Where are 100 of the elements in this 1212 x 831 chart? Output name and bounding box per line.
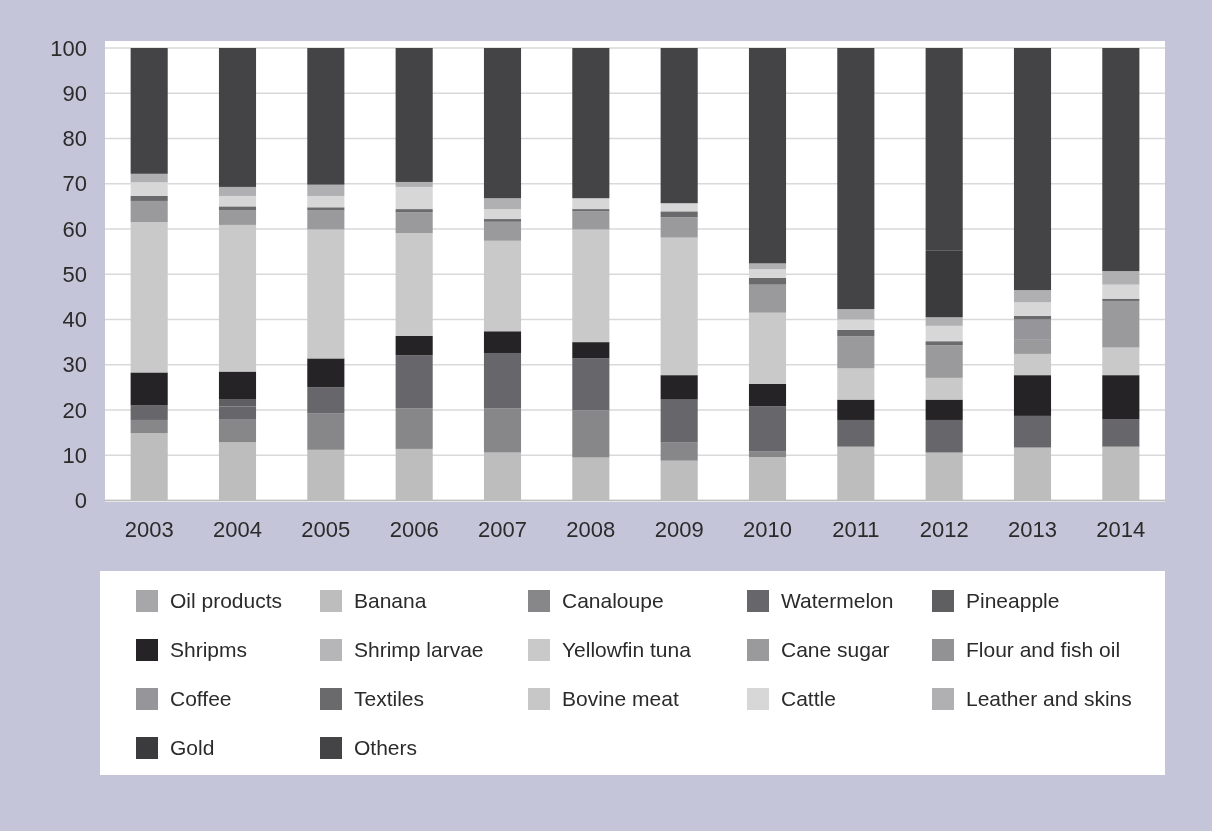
legend-label: Flour and fish oil — [966, 638, 1121, 662]
bar — [395, 181, 433, 187]
bar — [660, 48, 698, 204]
bar — [1102, 284, 1140, 299]
y-tick-label: 30 — [62, 352, 87, 378]
bar — [572, 198, 610, 210]
x-tick-label: 2013 — [1008, 516, 1057, 542]
bar — [748, 406, 787, 452]
legend-label: Cane sugar — [781, 638, 890, 662]
x-tick-label: 2003 — [124, 516, 174, 542]
bar — [483, 48, 522, 199]
bar — [130, 173, 168, 183]
bar — [572, 410, 610, 458]
bar — [307, 358, 345, 388]
y-tick-label: 0 — [74, 488, 87, 514]
bar — [395, 355, 433, 409]
bar — [218, 371, 257, 400]
legend-label: Pineapple — [966, 589, 1060, 613]
bar — [925, 377, 963, 400]
y-tick-label: 40 — [62, 307, 87, 333]
x-tick-label: 2012 — [919, 516, 969, 542]
bar — [572, 211, 610, 230]
bar — [395, 212, 433, 234]
bar — [483, 240, 522, 332]
bar — [395, 408, 433, 449]
bar — [1013, 48, 1052, 291]
bar — [1102, 300, 1140, 348]
bar — [837, 368, 875, 400]
bar — [1102, 271, 1140, 285]
bar — [395, 335, 433, 356]
legend-label: Oil products — [170, 589, 283, 613]
bar — [837, 319, 875, 330]
bar — [1013, 302, 1052, 316]
bar — [1102, 48, 1140, 272]
y-tick-label: 50 — [62, 261, 87, 287]
bar — [925, 317, 963, 326]
bar — [307, 210, 345, 230]
legend-label: Textiles — [354, 687, 425, 711]
bar — [218, 224, 257, 372]
bar — [660, 442, 698, 461]
legend-label: Cattle — [781, 687, 836, 711]
bar — [748, 48, 787, 264]
bar — [925, 345, 963, 378]
bar — [1013, 353, 1052, 376]
bar — [395, 48, 433, 182]
bar — [218, 48, 257, 187]
legend-label: Yellowfin tuna — [562, 638, 692, 662]
bar — [307, 207, 345, 211]
legend-label: Leather and skins — [966, 687, 1132, 711]
legend-label: Watermelon — [781, 589, 894, 613]
bar — [307, 184, 345, 196]
y-tick-label: 90 — [62, 80, 87, 106]
bar — [572, 358, 610, 411]
legend-label: Shripms — [170, 638, 248, 662]
bar — [395, 209, 433, 213]
bar — [660, 399, 698, 443]
bar — [1013, 415, 1052, 448]
bar — [748, 451, 787, 458]
bar — [660, 211, 698, 218]
bar — [395, 233, 433, 336]
bar — [307, 195, 345, 208]
bar — [837, 399, 875, 420]
bar — [218, 419, 257, 443]
bar — [1102, 419, 1140, 447]
bar — [483, 331, 522, 353]
bar — [572, 342, 610, 359]
y-tick-label: 60 — [62, 216, 87, 242]
bar — [483, 221, 522, 241]
bar — [837, 329, 875, 337]
x-tick-label: 2004 — [213, 516, 262, 542]
legend-label: Bovine meat — [562, 687, 679, 711]
bar — [307, 413, 345, 450]
bar — [483, 219, 522, 222]
bar — [307, 48, 345, 185]
x-tick-label: 2007 — [478, 516, 527, 542]
bar — [748, 312, 787, 384]
bar — [218, 195, 257, 207]
bar — [307, 387, 345, 414]
x-tick-label: 2006 — [389, 516, 439, 542]
y-tick-label: 80 — [62, 126, 87, 152]
bar — [660, 217, 698, 238]
bar — [660, 203, 698, 212]
bar — [925, 419, 963, 453]
bar — [483, 408, 522, 453]
bar — [218, 206, 257, 211]
bar — [130, 419, 168, 434]
bar — [218, 186, 257, 196]
bar — [130, 222, 168, 373]
x-tick-label: 2008 — [566, 516, 616, 542]
x-tick-label: 2014 — [1096, 516, 1146, 542]
bar — [483, 198, 522, 210]
legend-label: Coffee — [170, 687, 232, 711]
x-tick-label: 2011 — [832, 516, 880, 542]
legend-label: Shrimp larvae — [354, 638, 484, 662]
bar — [925, 325, 963, 342]
bar — [837, 336, 875, 369]
x-tick-label: 2009 — [654, 516, 704, 542]
bar — [1013, 375, 1052, 416]
legend-label: Gold — [170, 736, 215, 760]
bar — [925, 399, 963, 420]
